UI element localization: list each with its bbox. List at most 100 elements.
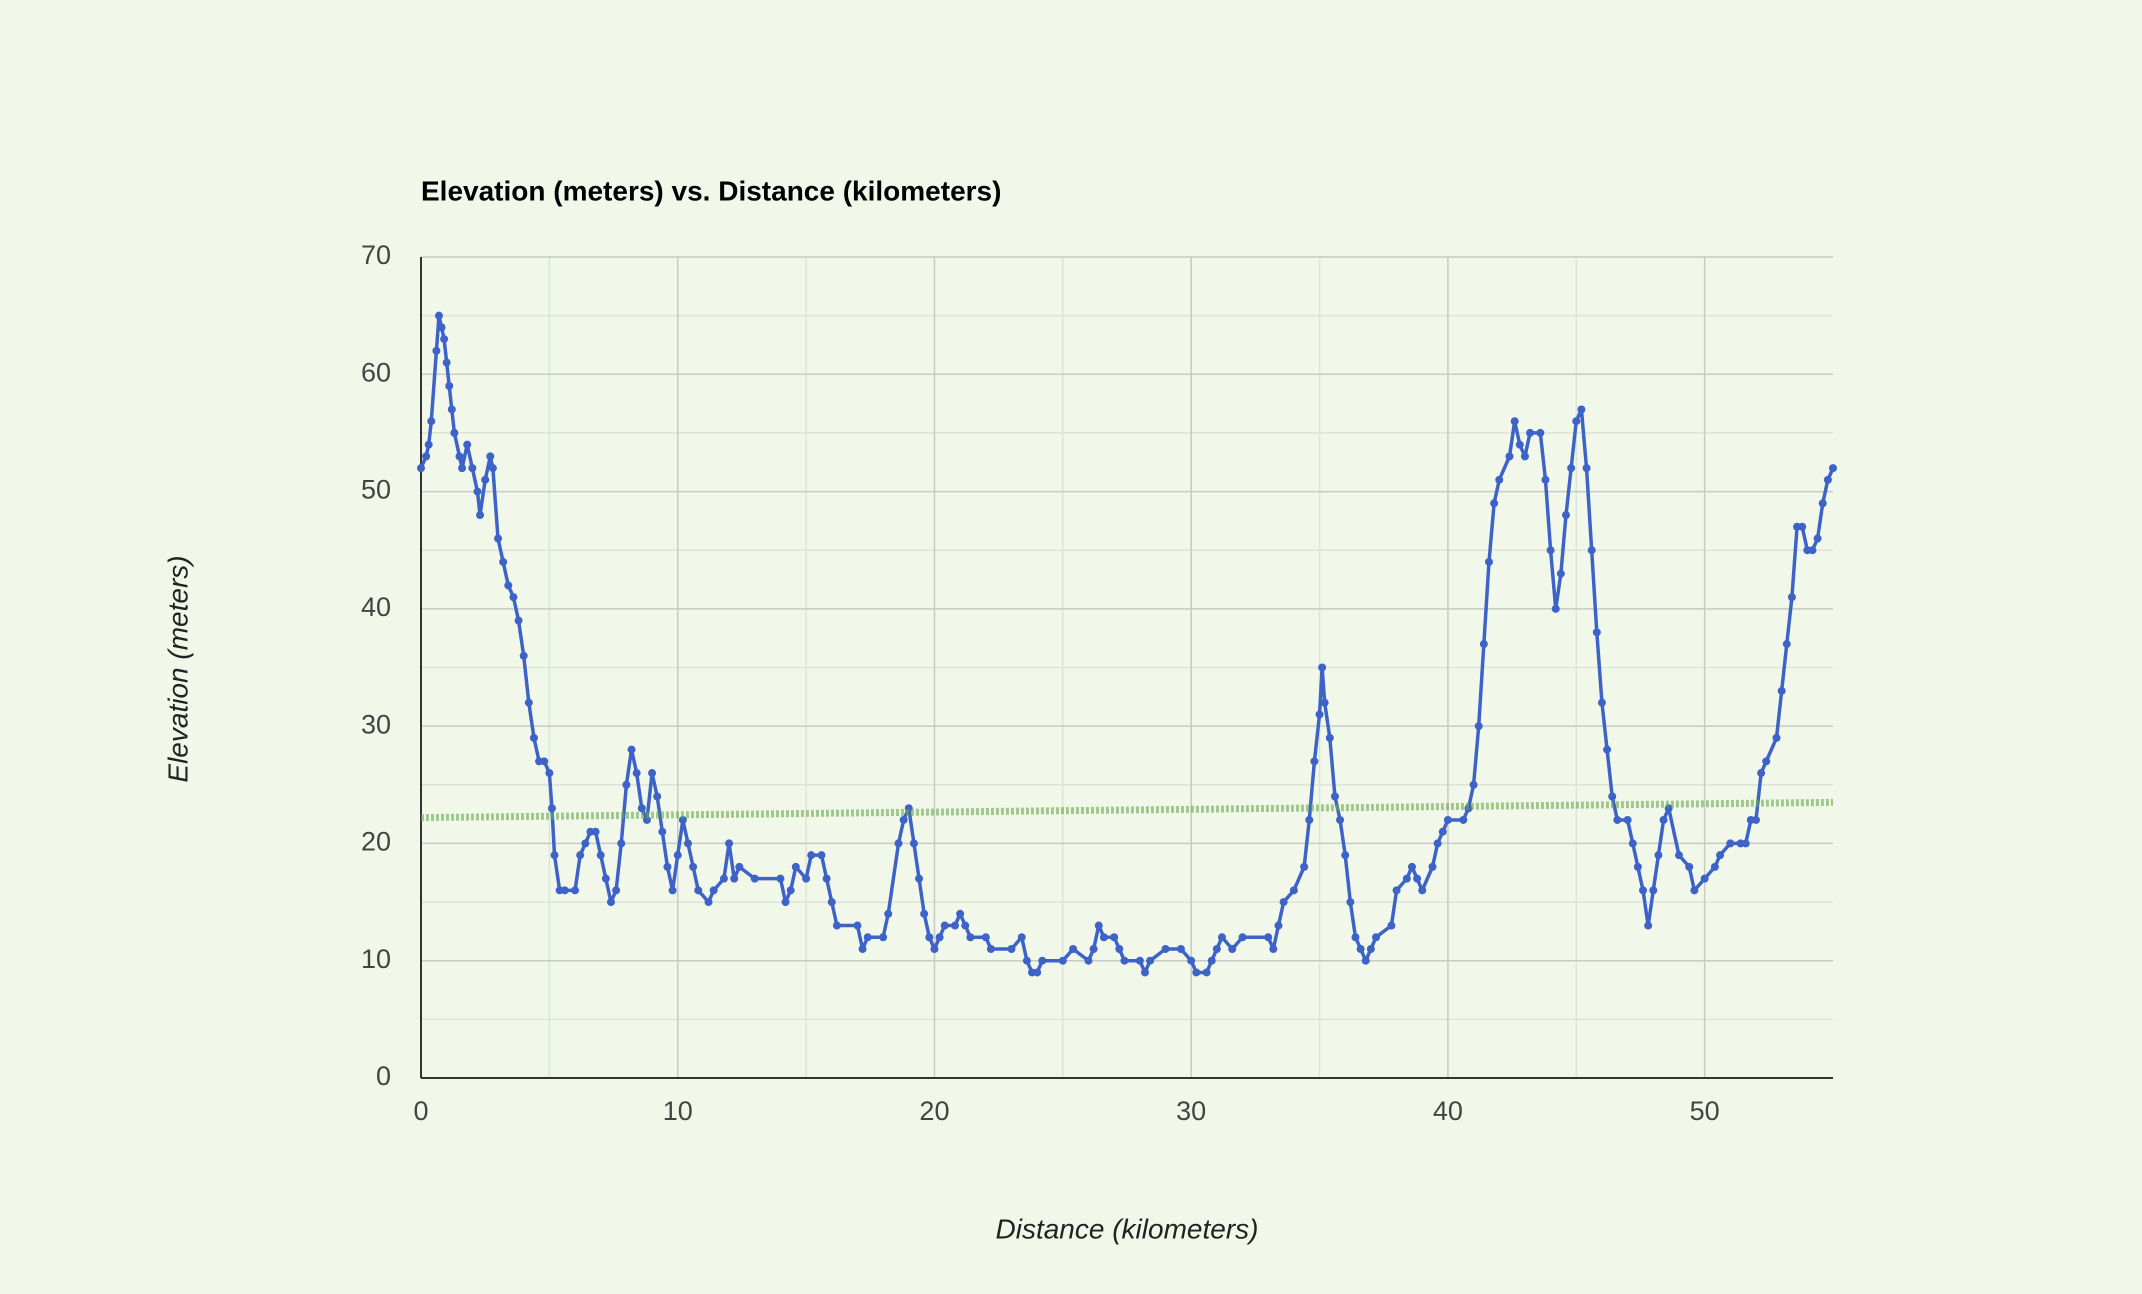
data-point (476, 511, 485, 520)
data-point (853, 921, 862, 930)
data-point (627, 745, 636, 754)
data-point (1762, 757, 1771, 766)
data-point (1418, 886, 1427, 895)
data-point (601, 874, 610, 883)
data-point (1633, 862, 1642, 871)
data-point (1772, 733, 1781, 742)
data-point (1346, 898, 1355, 907)
data-point (1674, 851, 1683, 860)
data-point (1407, 862, 1416, 871)
data-point (1402, 874, 1411, 883)
data-point (1710, 862, 1719, 871)
data-point (1520, 452, 1529, 461)
data-point (509, 593, 518, 602)
data-point (648, 769, 657, 778)
data-point (540, 757, 549, 766)
data-point (1428, 862, 1437, 871)
y-tick-label: 0 (376, 1061, 391, 1091)
data-point (504, 581, 513, 590)
data-point (455, 452, 464, 461)
data-point (1135, 956, 1144, 965)
data-point (547, 804, 556, 813)
data-point (1176, 944, 1185, 953)
data-point (807, 851, 816, 860)
data-point (486, 452, 495, 461)
data-point (596, 851, 605, 860)
data-point (447, 405, 456, 414)
data-point (1459, 815, 1468, 824)
data-point (704, 898, 713, 907)
data-point (432, 346, 441, 355)
data-point (1212, 944, 1221, 953)
data-point (1726, 839, 1735, 848)
data-point (1094, 921, 1103, 930)
x-tick-label: 50 (1690, 1096, 1720, 1126)
data-point (1469, 780, 1478, 789)
data-point (612, 886, 621, 895)
data-point (1269, 944, 1278, 953)
data-point (879, 933, 888, 942)
data-point (1300, 862, 1309, 871)
data-point (1443, 815, 1452, 824)
data-point (961, 921, 970, 930)
data-point (1597, 698, 1606, 707)
data-point (1017, 933, 1026, 942)
data-point (735, 862, 744, 871)
data-point (1007, 944, 1016, 953)
data-point (668, 886, 677, 895)
data-point (1320, 698, 1329, 707)
data-point (858, 944, 867, 953)
data-point (1310, 757, 1319, 766)
y-tick-label: 40 (361, 592, 391, 622)
data-point (529, 733, 538, 742)
data-point (1264, 933, 1273, 942)
y-tick-label: 30 (361, 709, 391, 739)
data-point (1330, 792, 1339, 801)
data-point (1787, 593, 1796, 602)
data-point (422, 452, 431, 461)
data-point (781, 898, 790, 907)
data-point (1582, 464, 1591, 473)
data-point (966, 933, 975, 942)
data-point (694, 886, 703, 895)
data-point (1140, 968, 1149, 977)
data-point (673, 851, 682, 860)
data-point (986, 944, 995, 953)
data-point (1341, 851, 1350, 860)
data-point (440, 335, 449, 344)
data-point (442, 358, 451, 367)
data-point (499, 557, 508, 566)
data-point (1562, 511, 1571, 520)
data-point (930, 944, 939, 953)
data-point (899, 815, 908, 824)
data-point (581, 839, 590, 848)
data-point (1022, 956, 1031, 965)
data-point (1366, 944, 1375, 953)
data-point (1541, 475, 1550, 484)
x-tick-label: 20 (919, 1096, 949, 1126)
data-point (1608, 792, 1617, 801)
data-point (719, 874, 728, 883)
data-point (434, 311, 443, 320)
y-tick-label: 20 (361, 827, 391, 857)
data-point (1387, 921, 1396, 930)
data-point (1336, 815, 1345, 824)
data-point (1577, 405, 1586, 414)
data-point (950, 921, 959, 930)
data-point (1813, 534, 1822, 543)
data-point (1069, 944, 1078, 953)
data-point (1479, 640, 1488, 649)
data-point (1356, 944, 1365, 953)
data-point (750, 874, 759, 883)
data-point (1161, 944, 1170, 953)
data-point (1305, 815, 1314, 824)
x-tick-label: 0 (413, 1096, 428, 1126)
data-point (1495, 475, 1504, 484)
data-point (1659, 815, 1668, 824)
data-point (1654, 851, 1663, 860)
data-point (1751, 815, 1760, 824)
data-point (1757, 769, 1766, 778)
data-point (981, 933, 990, 942)
